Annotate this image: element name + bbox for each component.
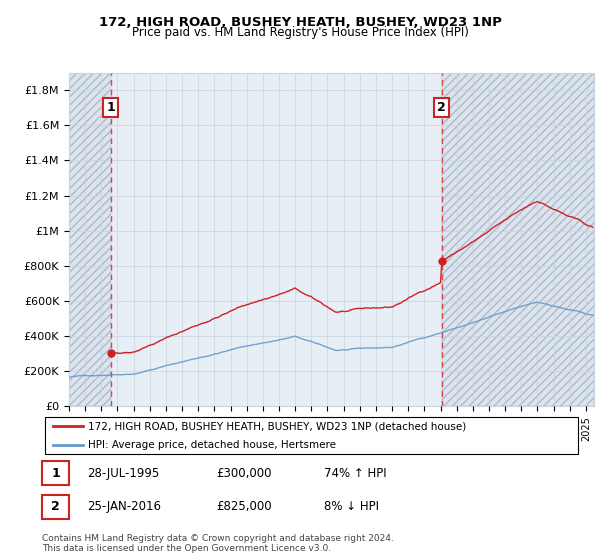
Text: 172, HIGH ROAD, BUSHEY HEATH, BUSHEY, WD23 1NP: 172, HIGH ROAD, BUSHEY HEATH, BUSHEY, WD… <box>98 16 502 29</box>
Text: £300,000: £300,000 <box>216 466 271 480</box>
Text: 74% ↑ HPI: 74% ↑ HPI <box>324 466 386 480</box>
Text: 2: 2 <box>51 500 60 514</box>
Text: 2: 2 <box>437 101 446 114</box>
Text: HPI: Average price, detached house, Hertsmere: HPI: Average price, detached house, Hert… <box>88 440 336 450</box>
Text: 28-JUL-1995: 28-JUL-1995 <box>87 466 159 480</box>
Text: 8% ↓ HPI: 8% ↓ HPI <box>324 500 379 514</box>
Text: 172, HIGH ROAD, BUSHEY HEATH, BUSHEY, WD23 1NP (detached house): 172, HIGH ROAD, BUSHEY HEATH, BUSHEY, WD… <box>88 421 466 431</box>
Text: 25-JAN-2016: 25-JAN-2016 <box>87 500 161 514</box>
Text: Contains HM Land Registry data © Crown copyright and database right 2024.
This d: Contains HM Land Registry data © Crown c… <box>42 534 394 553</box>
Bar <box>69 73 110 406</box>
Text: 1: 1 <box>51 466 60 480</box>
Bar <box>442 73 594 406</box>
Text: 1: 1 <box>106 101 115 114</box>
FancyBboxPatch shape <box>45 417 578 454</box>
Text: £825,000: £825,000 <box>216 500 272 514</box>
Text: Price paid vs. HM Land Registry's House Price Index (HPI): Price paid vs. HM Land Registry's House … <box>131 26 469 39</box>
